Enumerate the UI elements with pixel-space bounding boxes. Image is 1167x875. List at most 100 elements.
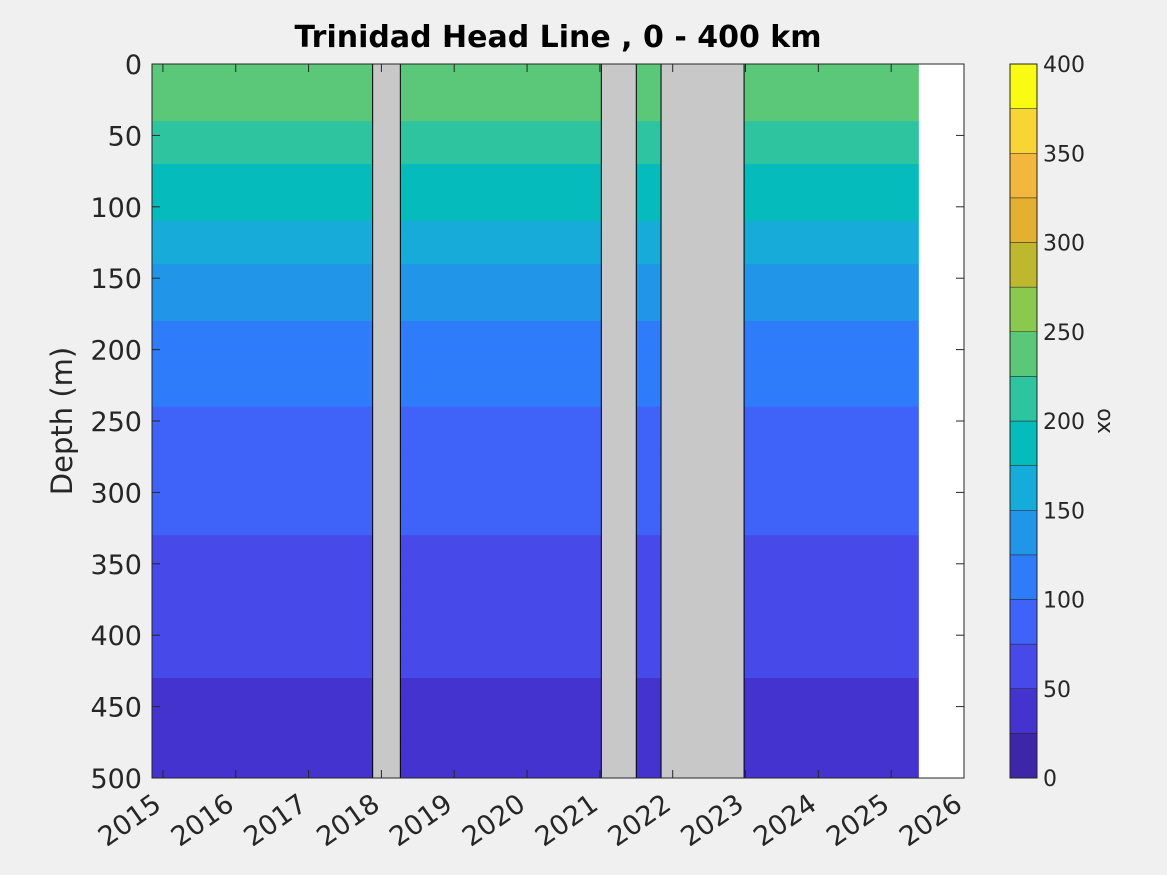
x-tick-label: 2015 [93,788,167,853]
x-tick-label: 2019 [384,788,458,853]
oxygen-band [152,378,964,394]
oxygen-band [152,763,964,778]
oxygen-depth-bands [152,64,964,778]
oxygen-band [152,249,964,265]
oxygen-band [152,578,964,593]
oxygen-band [152,449,964,465]
y-tick-label: 50 [108,121,142,152]
colorbar-swatch [1009,108,1038,154]
oxygen-band [152,263,964,279]
oxygen-band [152,192,964,208]
no-data-period [372,64,401,778]
colorbar: 0 50 100 150 200 250 300 350 400 [1009,53,1085,792]
x-tick-label: 2018 [311,788,385,853]
y-tick-label: 250 [90,407,142,438]
oxygen-band [152,64,964,72]
colorbar-swatch [1009,242,1038,288]
colorbar-swatch [1009,286,1038,332]
isopycnal-label: 24 [414,0,437,5]
isopycnal-label: 26 [414,0,437,5]
y-tick-label: 0 [125,50,142,81]
oxygen-band [152,235,964,251]
oxygen-band [152,71,964,79]
oxygen-band [152,692,964,708]
oxygen-band [152,113,964,122]
x-tick-label: 2022 [603,788,677,853]
y-tick-label: 500 [90,764,142,795]
oxygen-band [152,478,964,493]
x-tick-label: 2021 [530,788,604,853]
oxygen-band [152,149,964,165]
plot-area: 242425252626 [152,0,964,778]
oxygen-band [152,421,964,436]
oxygen-band [152,121,964,129]
oxygen-band [152,706,964,722]
oxygen-band [152,506,964,522]
oxygen-band [152,292,964,308]
y-tick-label: 100 [90,193,142,224]
oxygen-band [152,492,964,508]
oxygen-band [152,735,964,751]
oxygen-band [152,563,964,579]
oxygen-band [152,335,964,351]
colorbar-swatch [1009,376,1038,422]
oxygen-band [152,435,964,451]
oxygen-band [152,106,964,115]
no-data-period [600,64,637,778]
colorbar-swatch [1009,599,1038,645]
colorbar-tick-label: 0 [1043,767,1057,792]
oxygen-band [152,306,964,322]
oxygen-band [152,606,964,622]
x-tick-label: 2023 [675,788,749,853]
oxygen-band [152,620,964,636]
colorbar-swatch [1009,331,1038,377]
x-tick-label: 2025 [821,788,895,853]
oxygen-band [152,78,964,87]
colorbar-tick-label: 100 [1043,589,1085,614]
colorbar-tick-label: 250 [1043,321,1085,346]
oxygen-band [152,463,964,479]
oxygen-band [152,649,964,665]
colorbar-swatch [1009,643,1038,689]
oxygen-band [152,406,964,422]
oxygen-band [152,635,964,651]
oxygen-band [152,92,964,101]
y-tick-label: 150 [90,264,142,295]
x-tick-label: 2024 [748,788,822,853]
isopycnal-label: 26 [162,0,185,5]
oxygen-band [152,221,964,236]
isopycnal-label: 25 [414,0,437,5]
colorbar-swatch [1009,510,1038,556]
colorbar-swatch [1009,63,1038,109]
isopycnal-label: 25 [162,0,185,5]
oxygen-band [152,720,964,736]
oxygen-band [152,392,964,408]
oxygen-band [152,549,964,565]
no-data-period [660,64,745,778]
y-axis: 0 50 100 150 200 250 300 350 400 450 500 [90,50,964,795]
colorbar-swatch [1009,688,1038,734]
colorbar-swatch [1009,465,1038,511]
y-tick-label: 450 [90,693,142,724]
oxygen-band [152,592,964,608]
oxygen-band [152,163,964,179]
colorbar-tick-label: 150 [1043,499,1085,524]
oxygen-band [152,135,964,151]
colorbar-tick-label: 300 [1043,232,1085,257]
y-axis-label: Depth (m) [45,347,79,495]
y-tick-label: 350 [90,550,142,581]
x-tick-label: 2017 [239,788,313,853]
isopycnal-contours: 242425252626 [162,0,436,5]
colorbar-swatch [1009,153,1038,199]
oxygen-band [152,749,964,765]
y-tick-label: 200 [90,336,142,367]
oxygen-band [152,678,964,693]
oxygen-band [152,349,964,365]
oxygen-band [152,520,964,536]
y-tick-label: 400 [90,621,142,652]
chart-title: Trinidad Head Line , 0 - 400 km [294,20,821,55]
oxygen-band [152,206,964,222]
oxygen-band [152,99,964,108]
colorbar-tick-label: 400 [1043,53,1085,78]
